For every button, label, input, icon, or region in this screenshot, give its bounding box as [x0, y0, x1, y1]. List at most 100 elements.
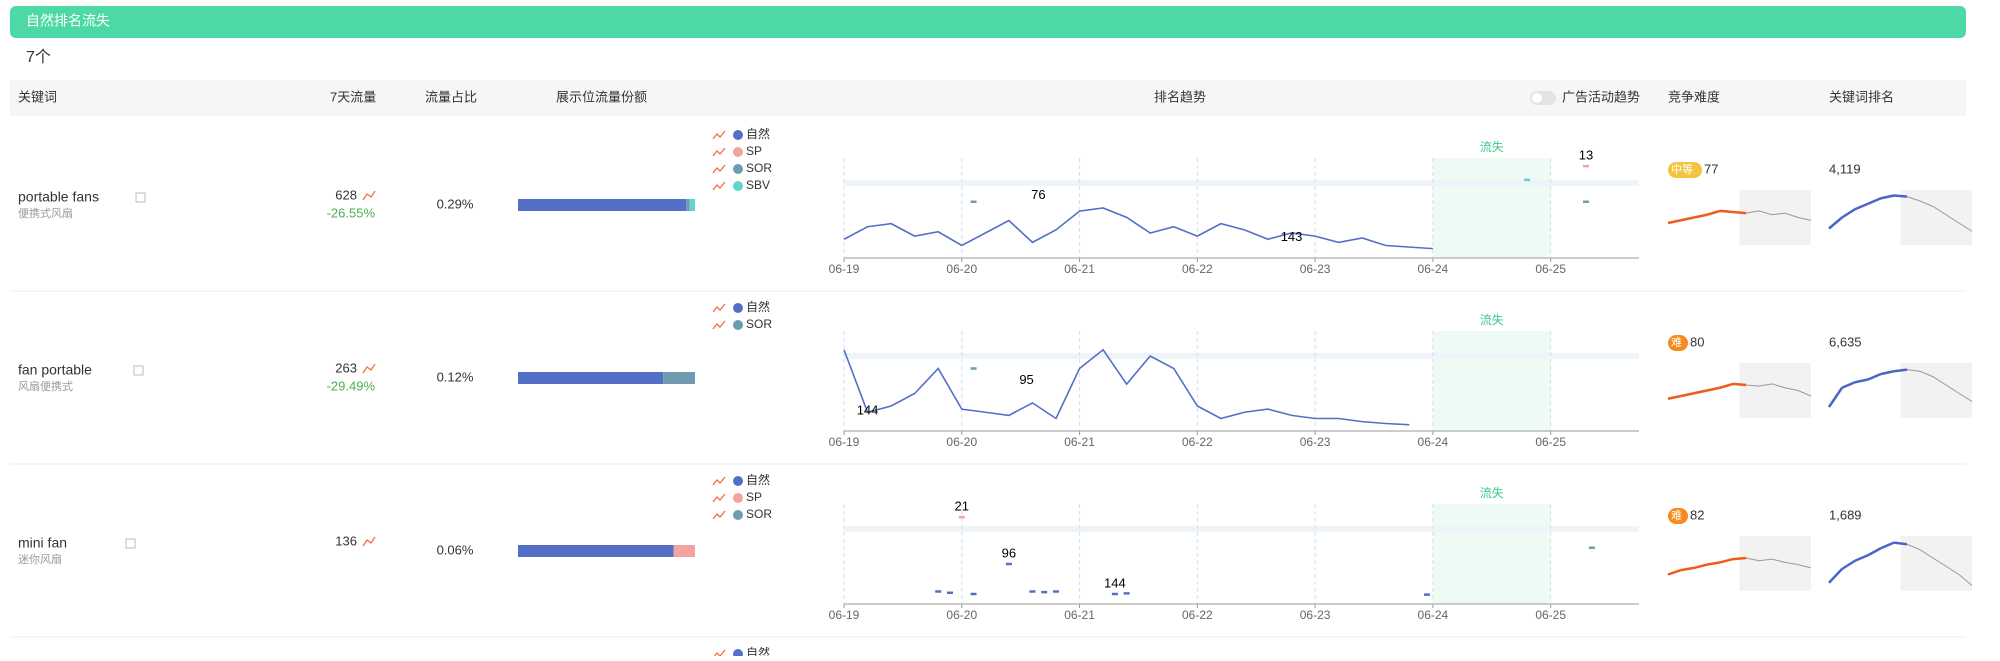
spark-highlight — [1693, 389, 1708, 395]
legend-swatch — [733, 303, 743, 313]
keyword: fan portable — [18, 362, 92, 378]
rank-annotation: 143 — [1281, 229, 1303, 244]
placement-segment — [673, 545, 695, 557]
x-tick-label: 06-20 — [946, 608, 977, 622]
spark-highlight — [1667, 568, 1682, 576]
legend-swatch — [733, 510, 743, 520]
legend-swatch — [733, 649, 743, 659]
legend-icon — [712, 303, 726, 313]
spark-highlight — [1880, 541, 1895, 550]
difficulty-value: 82 — [1690, 507, 1704, 522]
traffic: 263 — [335, 360, 357, 375]
x-tick-label: 06-25 — [1535, 435, 1566, 449]
share: 0.12% — [437, 369, 474, 384]
traffic: 136 — [335, 533, 357, 548]
legend-icon — [712, 164, 726, 174]
legend-icon — [712, 510, 726, 520]
col-placement: 展示位流量份额 — [556, 89, 647, 104]
traffic-chart-icon — [362, 536, 376, 547]
rank-annotation: 144 — [1104, 575, 1126, 590]
legend-swatch — [733, 130, 743, 140]
spark-highlight — [1880, 194, 1895, 200]
spark-highlight — [1706, 561, 1721, 566]
rank-annotation: 13 — [1579, 148, 1593, 163]
spark-highlight — [1867, 547, 1882, 557]
col-trend: 排名趋势 — [1154, 89, 1206, 104]
placement-segment — [689, 199, 695, 211]
lost-region — [1432, 158, 1551, 258]
difficulty-value: 77 — [1704, 161, 1718, 176]
x-tick-label: 06-22 — [1182, 435, 1213, 449]
spark-highlight — [1854, 202, 1869, 211]
x-tick-label: 06-19 — [829, 435, 860, 449]
difficulty-tag — [1668, 335, 1688, 351]
spark-highlight — [1680, 392, 1695, 398]
lost-label: 流失 — [1480, 312, 1504, 327]
difficulty-level: 难 — [1671, 509, 1682, 522]
col-rank[interactable]: 关键词排名 — [1829, 89, 1894, 104]
difficulty-level: 中等 — [1671, 162, 1693, 176]
translation: 便携式风扇 — [18, 206, 73, 220]
legend-label: SOR — [746, 161, 772, 175]
legend-icon — [712, 320, 726, 330]
placement-segment — [663, 372, 695, 384]
spark-highlight — [1680, 566, 1695, 572]
traffic: 628 — [335, 187, 357, 202]
rank-annotation: 96 — [1002, 545, 1016, 560]
spark-highlight — [1719, 557, 1734, 564]
placement-segment — [518, 199, 687, 211]
spark-highlight — [1841, 381, 1856, 389]
x-tick-label: 06-24 — [1418, 262, 1449, 276]
spark-shade — [1900, 363, 1972, 418]
spark-highlight — [1854, 554, 1869, 562]
legend-label: SBV — [746, 178, 770, 192]
x-tick-label: 06-23 — [1300, 262, 1331, 276]
legend-label: 自然 — [746, 472, 770, 487]
copy-icon — [125, 538, 136, 549]
toggle-knob — [1532, 93, 1542, 103]
spark-highlight — [1867, 197, 1882, 205]
copy-icon — [133, 365, 144, 376]
legend-label: SOR — [746, 507, 772, 521]
x-tick-label: 06-21 — [1064, 608, 1095, 622]
rank-annotation: 95 — [1019, 372, 1033, 387]
translation: 风扇便携式 — [18, 379, 73, 393]
band — [844, 353, 1639, 359]
band — [844, 526, 1639, 532]
spark-highlight — [1893, 541, 1908, 546]
legend-icon — [712, 493, 726, 503]
col-difficulty[interactable]: 竞争难度 — [1668, 89, 1720, 104]
difficulty-level: 难 — [1671, 336, 1682, 349]
placement-segment — [686, 199, 690, 211]
spark-highlight — [1667, 394, 1682, 400]
col-ad-toggle: 广告活动趋势 — [1562, 89, 1640, 104]
x-tick-label: 06-25 — [1535, 262, 1566, 276]
x-tick-label: 06-21 — [1064, 262, 1095, 276]
traffic-change: -29.49% — [327, 378, 376, 393]
col-keyword: 关键词 — [18, 89, 57, 104]
legend-swatch — [733, 493, 743, 503]
rank-line — [843, 348, 1410, 426]
spark-highlight — [1841, 208, 1856, 219]
band — [844, 180, 1639, 186]
rank-annotation: 76 — [1031, 187, 1045, 202]
col-traffic[interactable]: 7天流量 — [330, 89, 376, 104]
legend-swatch — [733, 181, 743, 191]
x-tick-label: 06-21 — [1064, 435, 1095, 449]
placement-segment — [518, 372, 664, 384]
col-share[interactable]: 流量占比 — [425, 89, 477, 104]
placement-segment — [518, 545, 674, 557]
traffic-chart-icon — [362, 190, 376, 201]
spark-highlight — [1867, 372, 1882, 381]
rank-line — [843, 207, 1433, 250]
share: 0.29% — [437, 196, 474, 211]
spark-highlight — [1854, 378, 1869, 384]
table-header — [10, 80, 1966, 116]
spark-highlight — [1693, 563, 1708, 570]
copy-icon — [135, 192, 146, 203]
spark-highlight — [1732, 556, 1747, 561]
lost-label: 流失 — [1480, 485, 1504, 500]
x-tick-label: 06-19 — [829, 262, 860, 276]
